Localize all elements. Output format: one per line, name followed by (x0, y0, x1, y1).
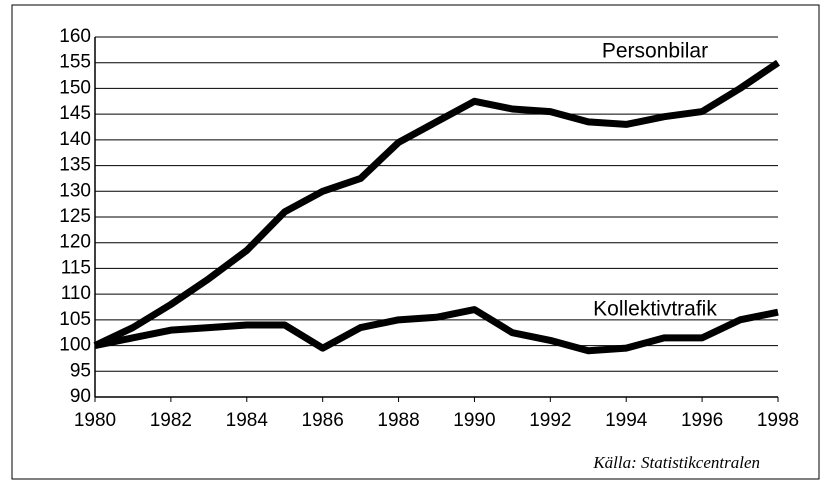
source: Källa: Statistikcentralen (592, 453, 760, 472)
series-label: Kollektivtrafik (593, 298, 717, 321)
y-tick-label: 115 (61, 257, 91, 278)
y-tick-label: 90 (70, 386, 91, 407)
series-label: Personbilar (602, 40, 708, 63)
x-tick-label: 1982 (150, 410, 192, 431)
x-tick-label: 1980 (74, 410, 116, 431)
y-tick-label: 150 (59, 77, 91, 98)
x-tick-label: 1996 (681, 410, 723, 431)
y-tick-label: 125 (59, 206, 91, 227)
x-tick-label: 1984 (226, 410, 269, 431)
y-tick-label: 160 (59, 26, 91, 47)
x-tick-label: 1994 (605, 410, 648, 431)
y-tick-label: 120 (59, 232, 91, 253)
y-tick-label: 155 (59, 52, 91, 73)
y-tick-label: 105 (59, 309, 91, 330)
y-tick-label: 110 (61, 283, 91, 304)
y-tick-label: 95 (70, 360, 91, 381)
y-tick-label: 145 (59, 103, 91, 124)
x-tick-label: 1988 (377, 410, 419, 431)
series-line (94, 306, 779, 355)
x-tick-label: 1998 (757, 410, 799, 431)
y-tick-label: 135 (59, 155, 91, 176)
x-tick-label: 1990 (453, 410, 495, 431)
series-line (93, 59, 780, 349)
y-tick-label: 130 (59, 180, 91, 201)
x-tick-label: 1986 (302, 410, 344, 431)
y-tick-label: 100 (59, 335, 91, 356)
x-tick-label: 1992 (529, 410, 571, 431)
y-tick-label: 140 (59, 129, 91, 150)
frame (11, 4, 820, 480)
